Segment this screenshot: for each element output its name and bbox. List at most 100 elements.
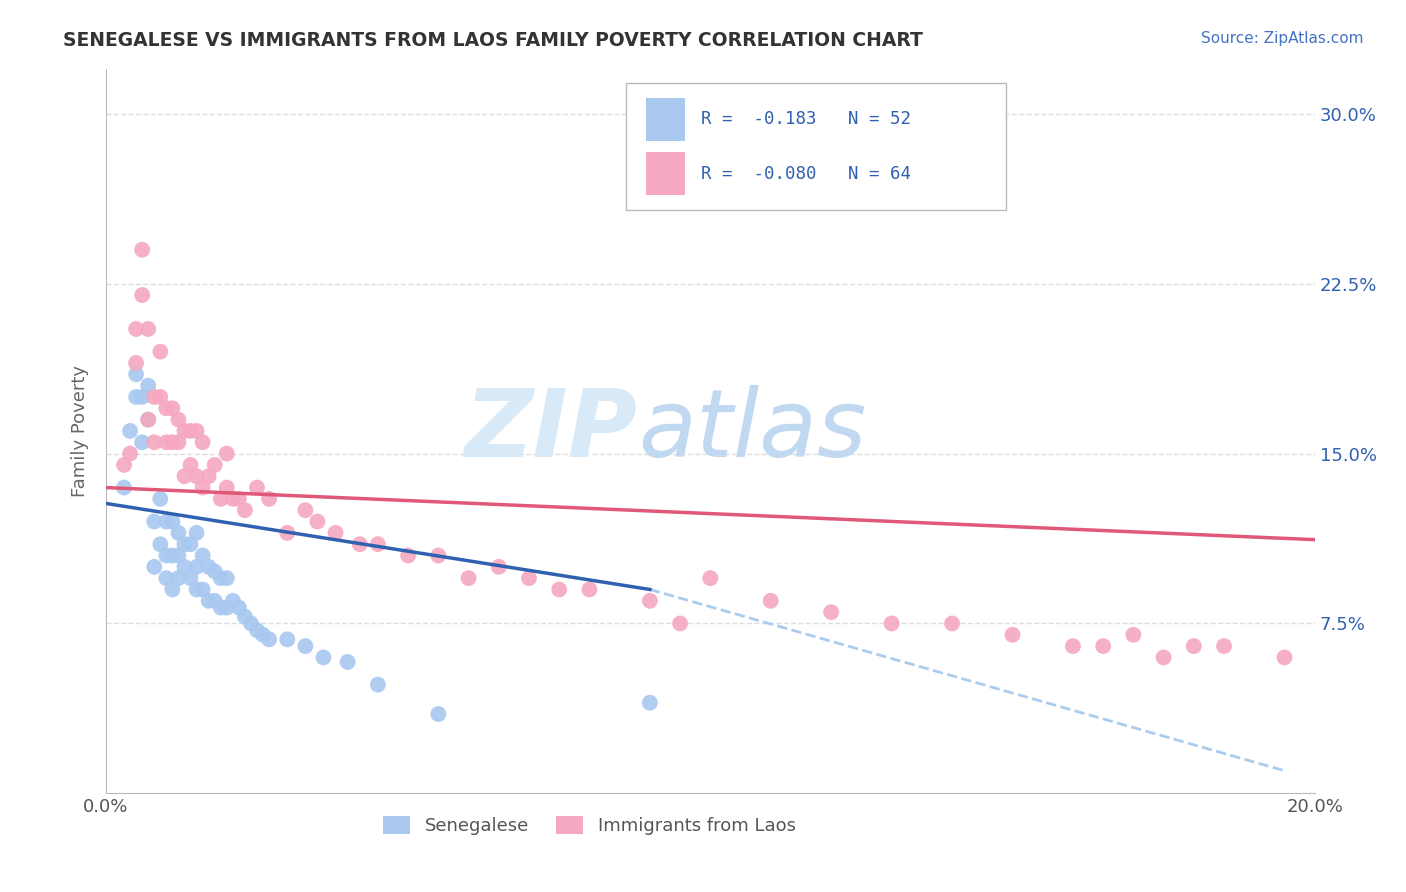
- Point: [1001, 628, 1024, 642]
- Text: Source: ZipAtlas.com: Source: ZipAtlas.com: [1201, 31, 1364, 46]
- Point: [162, 515, 184, 529]
- Point: [228, 600, 250, 615]
- Point: [517, 571, 540, 585]
- Point: [215, 600, 238, 615]
- Point: [173, 469, 195, 483]
- Text: R =  -0.080   N = 64: R = -0.080 N = 64: [700, 165, 911, 183]
- Point: [167, 571, 190, 585]
- Point: [155, 571, 177, 585]
- Point: [246, 624, 269, 638]
- Point: [143, 435, 166, 450]
- Point: [131, 435, 153, 450]
- Point: [215, 481, 238, 495]
- Point: [112, 458, 135, 472]
- Point: [349, 537, 371, 551]
- Point: [186, 525, 208, 540]
- Point: [131, 243, 153, 257]
- Text: SENEGALESE VS IMMIGRANTS FROM LAOS FAMILY POVERTY CORRELATION CHART: SENEGALESE VS IMMIGRANTS FROM LAOS FAMIL…: [63, 31, 924, 50]
- Point: [191, 549, 214, 563]
- Point: [427, 549, 450, 563]
- Point: [1274, 650, 1296, 665]
- Point: [941, 616, 963, 631]
- Point: [149, 537, 172, 551]
- Point: [820, 605, 842, 619]
- Point: [204, 565, 226, 579]
- Point: [488, 559, 510, 574]
- Y-axis label: Family Poverty: Family Poverty: [72, 365, 89, 497]
- Point: [167, 412, 190, 426]
- Point: [669, 616, 692, 631]
- Point: [759, 594, 782, 608]
- Point: [191, 481, 214, 495]
- Legend: Senegalese, Immigrants from Laos: Senegalese, Immigrants from Laos: [384, 815, 796, 835]
- Point: [257, 632, 280, 647]
- FancyBboxPatch shape: [626, 83, 1007, 210]
- Point: [180, 424, 202, 438]
- Point: [136, 378, 159, 392]
- Point: [325, 525, 347, 540]
- Point: [880, 616, 903, 631]
- Point: [197, 594, 219, 608]
- Point: [149, 491, 172, 506]
- FancyBboxPatch shape: [647, 97, 685, 141]
- Point: [131, 288, 153, 302]
- Point: [180, 571, 202, 585]
- Point: [162, 549, 184, 563]
- Point: [162, 435, 184, 450]
- Point: [149, 344, 172, 359]
- FancyBboxPatch shape: [647, 152, 685, 195]
- Point: [209, 600, 232, 615]
- Point: [204, 458, 226, 472]
- Point: [246, 481, 269, 495]
- Point: [222, 491, 245, 506]
- Point: [155, 435, 177, 450]
- Point: [1062, 639, 1084, 653]
- Point: [276, 525, 298, 540]
- Point: [336, 655, 359, 669]
- Point: [396, 549, 419, 563]
- Point: [239, 616, 262, 631]
- Point: [638, 594, 661, 608]
- Point: [125, 322, 148, 336]
- Point: [276, 632, 298, 647]
- Point: [209, 491, 232, 506]
- Point: [136, 412, 159, 426]
- Point: [112, 481, 135, 495]
- Point: [548, 582, 571, 597]
- Point: [125, 356, 148, 370]
- Point: [197, 469, 219, 483]
- Point: [131, 390, 153, 404]
- Point: [167, 549, 190, 563]
- Point: [427, 707, 450, 722]
- Point: [257, 491, 280, 506]
- Point: [209, 571, 232, 585]
- Point: [1182, 639, 1205, 653]
- Point: [233, 503, 256, 517]
- Text: atlas: atlas: [638, 385, 866, 476]
- Point: [1213, 639, 1236, 653]
- Point: [143, 390, 166, 404]
- Point: [143, 515, 166, 529]
- Point: [155, 549, 177, 563]
- Point: [162, 401, 184, 416]
- Point: [699, 571, 721, 585]
- Point: [307, 515, 329, 529]
- Point: [222, 594, 245, 608]
- Text: R =  -0.183   N = 52: R = -0.183 N = 52: [700, 111, 911, 128]
- Point: [167, 435, 190, 450]
- Point: [294, 639, 316, 653]
- Point: [186, 469, 208, 483]
- Point: [1153, 650, 1175, 665]
- Point: [294, 503, 316, 517]
- Point: [457, 571, 479, 585]
- Point: [367, 537, 389, 551]
- Point: [125, 368, 148, 382]
- Point: [228, 491, 250, 506]
- Point: [136, 322, 159, 336]
- Point: [149, 390, 172, 404]
- Point: [120, 424, 142, 438]
- Point: [367, 678, 389, 692]
- Point: [186, 424, 208, 438]
- Point: [143, 559, 166, 574]
- Point: [1122, 628, 1144, 642]
